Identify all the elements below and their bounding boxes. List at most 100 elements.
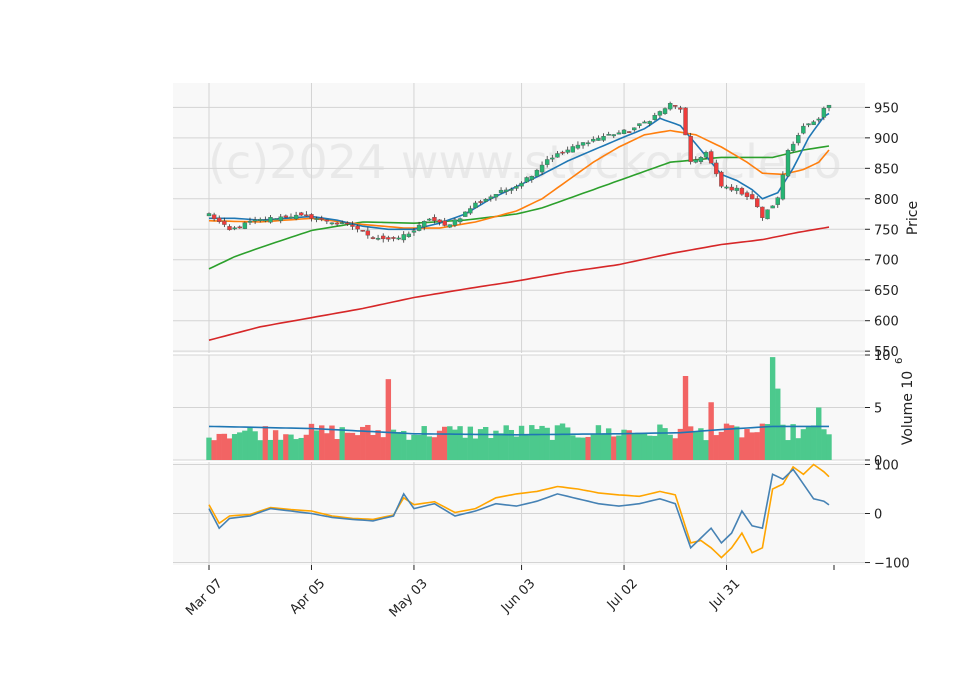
price-axis-label: Price [905, 201, 921, 235]
volume-bar [713, 435, 719, 460]
candle [319, 215, 324, 222]
candle [637, 123, 642, 129]
candle-body [304, 214, 309, 217]
candle-body [509, 189, 514, 191]
volume-bar [585, 436, 591, 460]
volume-bar [431, 437, 438, 460]
x-tick-label: May 03 [387, 576, 431, 620]
volume-ma-line [208, 425, 829, 436]
candle-body [350, 224, 355, 227]
candle-body [211, 214, 217, 220]
volume-bar [790, 424, 796, 460]
volume-bar [821, 429, 827, 460]
volume-bar [303, 434, 310, 460]
candle [381, 233, 386, 243]
candle-body [775, 197, 780, 205]
candle-body [662, 108, 668, 114]
volume-bar [580, 437, 586, 460]
candle-body [237, 226, 242, 229]
candle-body [657, 111, 663, 116]
candle-body [493, 194, 499, 198]
candle [340, 220, 345, 225]
candle-body [688, 136, 693, 162]
candle [468, 205, 473, 215]
candle-body [560, 151, 565, 154]
candle [749, 190, 755, 200]
x-tick-label: Mar 07 [183, 576, 226, 619]
candle-body [288, 216, 294, 219]
candle-body [283, 215, 289, 218]
price-tick-label: 550 [874, 345, 899, 360]
candle [565, 146, 570, 155]
candle [601, 133, 606, 142]
volume-bar [749, 432, 755, 460]
candle-body [498, 189, 504, 193]
candle-body [642, 121, 647, 124]
candle-body [314, 218, 319, 220]
price-tick-label: 850 [874, 162, 899, 177]
candle-body [785, 150, 791, 177]
candle [299, 211, 304, 217]
volume-bar [267, 439, 274, 460]
candle [760, 206, 765, 221]
candle [632, 127, 637, 132]
candle [693, 156, 698, 164]
candle [222, 217, 227, 228]
candle-body [693, 159, 698, 163]
candle [626, 131, 632, 133]
candle [447, 224, 453, 229]
candle [488, 194, 494, 202]
candle [329, 222, 335, 226]
volume-bar [216, 433, 222, 460]
volume-bars [206, 357, 832, 460]
candle [509, 187, 514, 194]
candle-body [760, 206, 765, 218]
candle-body [217, 217, 222, 222]
volume-bar [344, 432, 351, 460]
candle-body [826, 104, 832, 109]
volume-bar [780, 424, 786, 460]
candle [457, 217, 463, 225]
volume-bar [354, 435, 361, 460]
candle [647, 120, 652, 127]
volume-bar [559, 423, 566, 460]
volume-bar [257, 440, 263, 460]
volume-bar [744, 429, 750, 460]
volume-bar [324, 433, 330, 460]
volume-bar [800, 429, 807, 460]
volume-bar [785, 440, 791, 460]
volume-axis-exponent: 6 [894, 358, 905, 364]
volume-bar [698, 428, 704, 460]
candle [591, 136, 596, 143]
volume-bar [385, 379, 392, 460]
candle-body [637, 123, 642, 126]
volume-bar [723, 423, 730, 460]
candle-body [468, 208, 473, 214]
candle-body [227, 226, 232, 231]
candle [821, 106, 827, 121]
volume-bar [211, 440, 217, 460]
candle-body [632, 127, 637, 131]
volume-bar [826, 434, 832, 460]
candle [237, 225, 242, 229]
candle [391, 236, 396, 242]
candle [345, 221, 350, 226]
candle-body [206, 213, 212, 217]
volume-bar [477, 429, 484, 460]
candle [452, 218, 458, 228]
volume-bar [575, 437, 581, 460]
volume-bar [621, 429, 627, 460]
candle-body [406, 233, 412, 237]
volume-bar [508, 429, 515, 460]
price-tick-label: 700 [874, 254, 899, 269]
volume-bar [564, 427, 571, 460]
candle [519, 181, 524, 189]
candle [396, 235, 401, 241]
volume-bar [708, 402, 714, 460]
volume-bar [272, 430, 279, 460]
candle-body [621, 129, 627, 135]
candle-body [457, 218, 463, 223]
volume-bar [442, 426, 448, 460]
volume-bar [375, 430, 381, 460]
